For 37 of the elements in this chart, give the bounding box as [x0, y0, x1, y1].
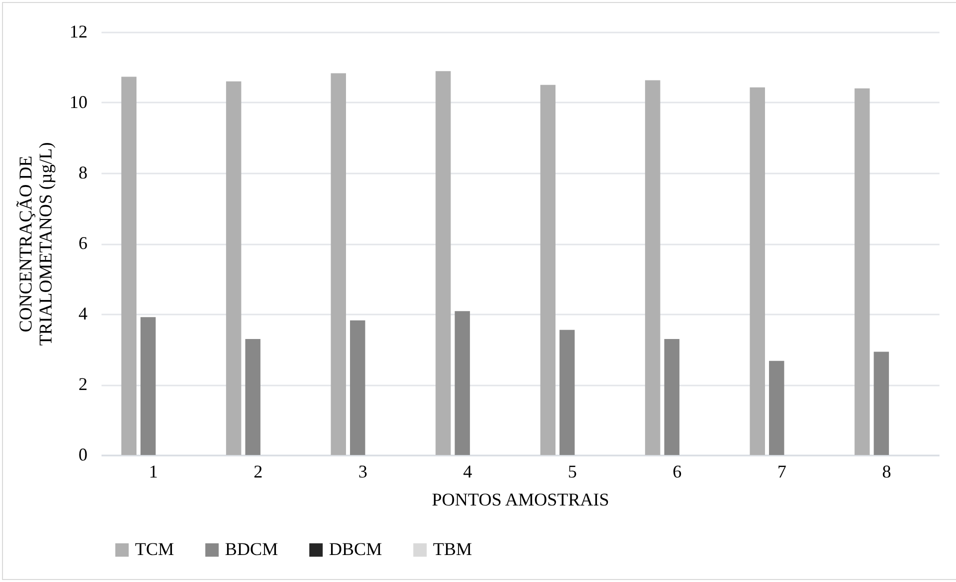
y-tick-label: 8 [78, 162, 88, 182]
x-tick-label: 3 [358, 462, 368, 482]
y-tick-label: 0 [78, 444, 88, 464]
legend-label: TBM [433, 539, 472, 559]
bar [140, 317, 156, 455]
bar [245, 339, 260, 455]
bar [750, 87, 765, 455]
bar [874, 352, 889, 455]
bar [121, 76, 136, 455]
y-tick-label: 10 [70, 92, 88, 112]
bar [645, 80, 660, 455]
x-tick-label: 2 [254, 462, 263, 482]
legend-label: TCM [135, 539, 174, 559]
x-tick-label: 4 [463, 462, 472, 482]
bar [664, 339, 680, 455]
bar [560, 330, 575, 455]
bar [350, 320, 366, 455]
bar [330, 73, 346, 455]
y-axis-title: CONCENTRAÇÃO DE TRIALOMETANOS (µg/L) [16, 142, 56, 346]
y-tick-label: 12 [70, 22, 88, 42]
bar [854, 88, 870, 455]
bar [436, 71, 451, 455]
bar [454, 311, 470, 455]
legend-label: DBCM [329, 539, 382, 559]
x-tick-label: 6 [672, 462, 682, 482]
legend-label: BDCM [225, 539, 278, 559]
x-axis-title: PONTOS AMOSTRAIS [432, 490, 610, 510]
x-tick-label: 1 [148, 462, 158, 482]
x-tick-label: 7 [777, 462, 786, 482]
y-tick-label: 2 [78, 374, 88, 394]
bar [226, 81, 242, 455]
y-tick-label: 6 [78, 233, 88, 253]
x-tick-label: 5 [568, 462, 577, 482]
bar [540, 84, 556, 455]
bar [769, 360, 784, 455]
x-tick-label: 8 [882, 462, 892, 482]
y-tick-label: 4 [78, 304, 88, 324]
